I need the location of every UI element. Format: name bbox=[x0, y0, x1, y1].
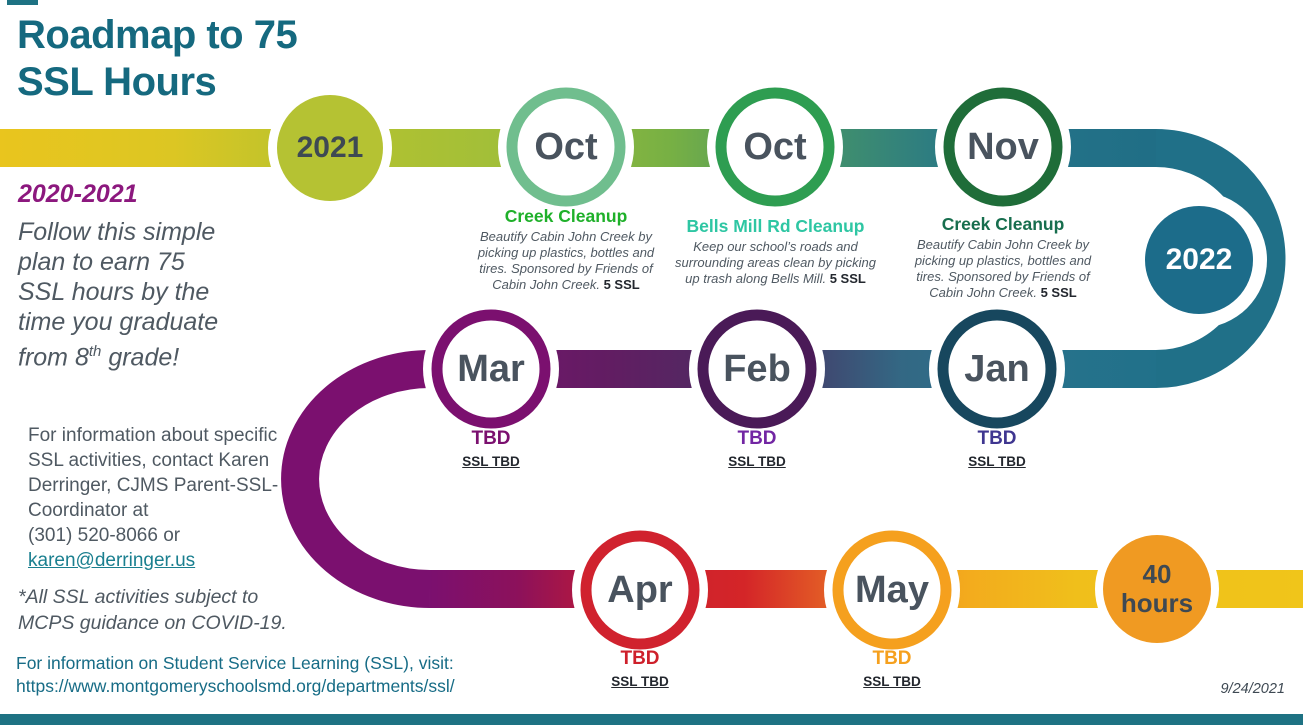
milestone-node-feb bbox=[689, 301, 825, 437]
event-mar: TBD SSL TBD bbox=[431, 428, 551, 471]
event-feb: TBD SSL TBD bbox=[697, 428, 817, 471]
intro-paragraph: Follow this simple plan to earn 75 SSL h… bbox=[18, 217, 298, 372]
school-year-subtitle: 2020-2021 bbox=[18, 180, 138, 208]
contact-info: For information about specific SSL activ… bbox=[28, 423, 278, 573]
event-ssl-hours: 5 SSL bbox=[603, 277, 640, 292]
event-ssl-hours: SSL TBD bbox=[728, 454, 786, 469]
event-title: Creek Cleanup bbox=[504, 206, 628, 226]
month-label-oct-1: Oct bbox=[534, 126, 598, 168]
contact-line: (301) 520-8066 or bbox=[28, 525, 181, 546]
goal-circle bbox=[1103, 535, 1211, 643]
event-title: TBD bbox=[471, 428, 511, 449]
goal-value: 40 bbox=[1142, 559, 1172, 589]
month-circle-apr bbox=[580, 530, 700, 650]
event-description: Beautify Cabin John Creek by picking up … bbox=[903, 237, 1103, 301]
page-title: Roadmap to 75 SSL Hours bbox=[17, 12, 298, 106]
top-left-accent-bar bbox=[7, 0, 38, 5]
year-node-2022 bbox=[1131, 192, 1267, 328]
milestone-node-oct-2 bbox=[707, 79, 843, 215]
year-label-2021: 2021 bbox=[296, 131, 364, 164]
event-description: Keep our school’s roads and surrounding … bbox=[673, 239, 878, 287]
event-nov: Creek Cleanup Beautify Cabin John Creek … bbox=[903, 214, 1103, 301]
event-ssl-hours: SSL TBD bbox=[462, 454, 520, 469]
footer-info: For information on Student Service Learn… bbox=[16, 652, 455, 698]
event-body-text: Keep our school’s roads and surrounding … bbox=[675, 239, 876, 286]
event-body-text: Beautify Cabin John Creek by picking up … bbox=[477, 229, 655, 292]
month-circle-jan bbox=[937, 309, 1057, 429]
ordinal-superscript: th bbox=[88, 343, 102, 360]
goal-unit: hours bbox=[1120, 588, 1194, 618]
month-circle-nov bbox=[943, 87, 1063, 207]
year-circle-2021 bbox=[277, 95, 383, 201]
intro-line: time you graduate bbox=[18, 308, 219, 336]
intro-line: Follow this simple bbox=[18, 218, 216, 246]
month-label-mar: Mar bbox=[457, 348, 525, 390]
milestone-node-mar bbox=[423, 301, 559, 437]
event-title: TBD bbox=[977, 428, 1017, 449]
month-circle-oct-1 bbox=[506, 87, 626, 207]
month-circle-mar bbox=[431, 309, 551, 429]
month-circle-may bbox=[832, 530, 952, 650]
event-title: TBD bbox=[620, 648, 660, 669]
covid-note-line: *All SSL activities subject to bbox=[18, 586, 259, 608]
milestone-node-oct-1 bbox=[498, 79, 634, 215]
event-oct-2: Bells Mill Rd Cleanup Keep our school’s … bbox=[673, 216, 878, 287]
month-label-oct-2: Oct bbox=[743, 126, 807, 168]
month-circle-feb bbox=[697, 309, 817, 429]
event-body-text: Beautify Cabin John Creek by picking up … bbox=[914, 237, 1092, 300]
covid-note: *All SSL activities subject to MCPS guid… bbox=[18, 584, 287, 636]
year-node-2021 bbox=[268, 86, 392, 210]
event-ssl-hours: 5 SSL bbox=[829, 271, 866, 286]
event-oct-1: Creek Cleanup Beautify Cabin John Creek … bbox=[466, 206, 666, 293]
event-title: TBD bbox=[737, 428, 777, 449]
milestone-node-may bbox=[824, 522, 960, 658]
milestone-node-apr bbox=[572, 522, 708, 658]
email-link[interactable]: karen@derringer.us bbox=[28, 550, 196, 571]
event-may: TBD SSL TBD bbox=[832, 648, 952, 691]
event-ssl-hours: 5 SSL bbox=[1040, 285, 1077, 300]
goal-label-40-hours: 40 hours bbox=[1077, 560, 1237, 618]
year-label-2022: 2022 bbox=[1165, 243, 1233, 276]
page-title-line-1: Roadmap to 75 bbox=[17, 13, 298, 57]
month-label-may: May bbox=[855, 569, 929, 611]
bottom-accent-bar bbox=[0, 714, 1303, 725]
intro-line: SSL hours by the bbox=[18, 278, 210, 306]
event-title: Creek Cleanup bbox=[941, 214, 1065, 234]
event-ssl-hours: SSL TBD bbox=[863, 674, 921, 689]
contact-line: Coordinator at bbox=[28, 500, 149, 521]
footer-url: https://www.montgomeryschoolsmd.org/depa… bbox=[16, 676, 455, 696]
date-stamp: 9/24/2021 bbox=[1220, 681, 1285, 697]
event-jan: TBD SSL TBD bbox=[937, 428, 1057, 471]
month-label-apr: Apr bbox=[607, 569, 673, 611]
month-label-nov: Nov bbox=[967, 126, 1039, 168]
month-circle-oct-2 bbox=[715, 87, 835, 207]
contact-line: Derringer, CJMS Parent-SSL- bbox=[28, 475, 279, 496]
contact-line: SSL activities, contact Karen bbox=[28, 450, 270, 471]
contact-line: For information about specific bbox=[28, 425, 278, 446]
footer-line-1: For information on Student Service Learn… bbox=[16, 653, 454, 673]
milestone-node-jan bbox=[929, 301, 1065, 437]
intro-last-suffix: grade! bbox=[101, 343, 180, 372]
event-title: Bells Mill Rd Cleanup bbox=[686, 216, 865, 236]
event-title: TBD bbox=[872, 648, 912, 669]
milestone-node-nov bbox=[935, 79, 1071, 215]
event-apr: TBD SSL TBD bbox=[580, 648, 700, 691]
month-label-feb: Feb bbox=[723, 348, 791, 390]
goal-node-40-hours bbox=[1095, 527, 1219, 651]
year-circle-2022 bbox=[1145, 206, 1253, 314]
page-title-line-2: SSL Hours bbox=[17, 60, 217, 105]
event-ssl-hours: SSL TBD bbox=[968, 454, 1026, 469]
month-label-jan: Jan bbox=[964, 348, 1030, 390]
covid-note-line: MCPS guidance on COVID-19. bbox=[18, 612, 287, 634]
event-ssl-hours: SSL TBD bbox=[611, 674, 669, 689]
road-left-curve bbox=[281, 350, 431, 608]
intro-line-last: from 8th grade! bbox=[18, 337, 298, 372]
event-description: Beautify Cabin John Creek by picking up … bbox=[466, 229, 666, 293]
intro-last-prefix: from 8 bbox=[18, 343, 89, 372]
intro-line: plan to earn 75 bbox=[18, 248, 185, 276]
